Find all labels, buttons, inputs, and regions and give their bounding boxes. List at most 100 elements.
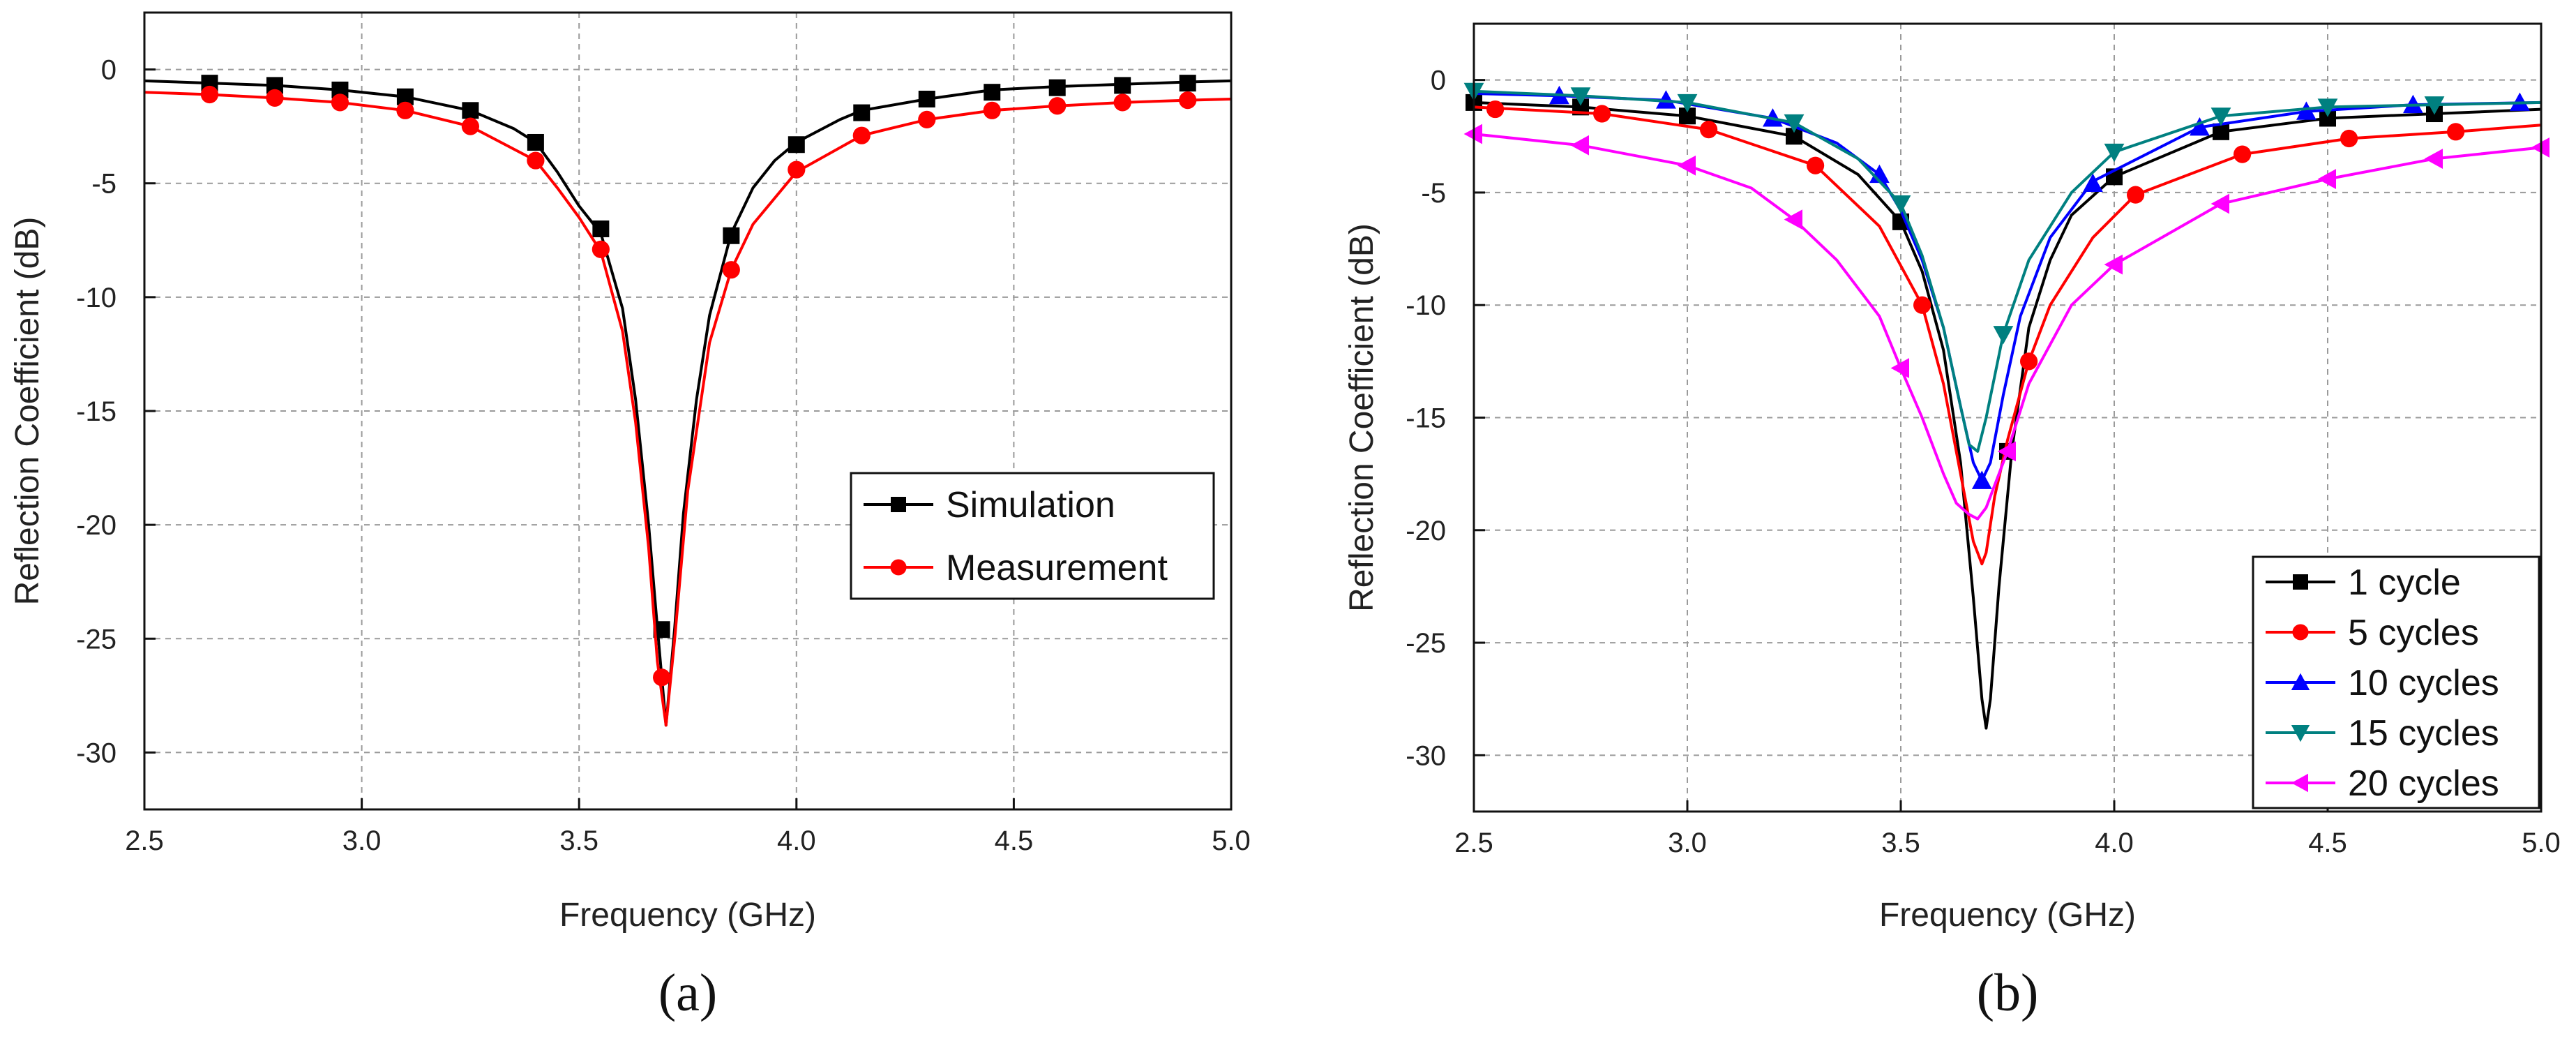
series-b-10-cycles-marker-3: [1869, 164, 1890, 184]
y-tick-label-a-0: 0: [101, 55, 116, 86]
x-tick-label-a-5: 5.0: [1212, 825, 1251, 856]
series-b-15-cycles-marker-2: [1677, 94, 1698, 113]
legend-b: 1 cycle 5 cycles 10 cycles 15 cycles 20 cycl…: [2252, 555, 2540, 809]
series-b-15-cycles: [1463, 82, 2542, 453]
series-a-measurement-marker-6: [592, 240, 610, 258]
series-a-measurement-line: [144, 91, 1232, 727]
series-a-measurement-marker-2: [331, 94, 349, 112]
series-b-20-cycles-marker-5: [1997, 441, 2016, 462]
series-a-measurement-marker-0: [200, 85, 219, 104]
x-tick-label-b-4: 4.5: [2308, 828, 2347, 858]
x-axis-title-a: Frequency (GHz): [559, 897, 816, 934]
chart-panel-a: 2.5 3.0 3.5 4.0 4.5 5.0 0 -5 -10 -15 -20 -25 -30 Freq…: [9, 11, 1251, 1022]
series-a-simulation-marker-3: [396, 88, 414, 105]
series-b-20-cycles-marker-9: [2424, 149, 2443, 169]
x-tick-label-a-3: 4.0: [777, 825, 816, 856]
legend-b-1-cycle-marker-0: [2293, 574, 2308, 590]
series-b-5-cycles-marker-5: [2020, 352, 2038, 371]
series-a-measurement-marker-12: [983, 101, 1001, 119]
series-b-10-cycles-marker-6: [2190, 117, 2210, 136]
series-b-15-cycles-marker-7: [2210, 107, 2231, 126]
series-b-20-cycles-marker-8: [2317, 169, 2336, 189]
series-b-5-cycles-marker-1: [1593, 105, 1611, 123]
chart-panel-b: 2.5 3.0 3.5 4.0 4.5 5.0 0 -5 -10 -15 -20 -25 -30 Freq…: [1343, 22, 2561, 1022]
series-b-15-cycles-marker-1: [1570, 87, 1591, 106]
series-b-20-cycles-marker-7: [2210, 193, 2229, 214]
y-tick-label-a-1: -5: [91, 169, 116, 200]
series-a-simulation-marker-2: [331, 81, 349, 98]
series-b-15-cycles-marker-6: [2104, 143, 2125, 163]
legend-b-15-cycles-marker-0: [2291, 725, 2310, 742]
y-tick-label-b-6: -30: [1406, 740, 1446, 771]
y-tick-label-a-3: -15: [76, 396, 116, 427]
series-b-5-cycles-marker-7: [2234, 145, 2252, 163]
series-b-15-cycles-line: [1473, 89, 2542, 453]
x-tick-label-a-1: 3.0: [342, 825, 382, 856]
series-b-5-cycles-marker-3: [1807, 156, 1825, 174]
series-b-15-cycles-marker-9: [2424, 96, 2445, 115]
series-b-20-cycles-line: [1473, 133, 2542, 521]
legend-b-10-cycles-label: 10 cycles: [2348, 663, 2499, 703]
series-a-measurement-marker-4: [461, 117, 480, 135]
series-b-10-cycles-marker-1: [1656, 90, 1676, 109]
x-tick-label-b-0: 2.5: [1454, 828, 1493, 858]
x-axis-title-b: Frequency (GHz): [1879, 897, 2136, 934]
series-a-measurement-marker-8: [722, 261, 740, 279]
series-b-5-cycles-marker-2: [1700, 121, 1718, 139]
series-b-10-cycles-marker-4: [1971, 470, 1992, 489]
y-tick-label-b-5: -25: [1406, 628, 1446, 659]
x-tick-label-b-1: 3.0: [1668, 828, 1707, 858]
legend-a: Simulation Measurement: [850, 472, 1215, 600]
series-b-5-cycles-marker-6: [2127, 186, 2145, 204]
legend-b-5-cycles-label: 5 cycles: [2348, 613, 2479, 653]
series-b-1-cycle-line: [1473, 100, 2542, 730]
legend-b-5-cycles-marker-0: [2292, 624, 2309, 641]
series-a-measurement-marker-9: [788, 160, 806, 179]
series-a-simulation-marker-11: [918, 90, 935, 107]
series-a-measurement-marker-11: [918, 110, 936, 128]
series-a-simulation-marker-8: [723, 227, 740, 244]
series-a-measurement-marker-3: [396, 101, 414, 119]
series-b-5-cycles-marker-8: [2340, 129, 2358, 148]
series-b-5-cycles: [1473, 100, 2542, 566]
legend-b-1-cycle-label: 1 cycle: [2348, 562, 2461, 603]
legend-a-simulation-label: Simulation: [946, 485, 1115, 525]
series-b-20-cycles-marker-3: [1784, 209, 1802, 230]
y-tick-label-a-6: -30: [76, 738, 116, 768]
y-tick-label-a-4: -20: [76, 510, 116, 541]
series-b-20-cycles-marker-2: [1677, 155, 1696, 176]
y-tick-label-b-2: -10: [1406, 290, 1446, 321]
series-b-20-cycles-marker-1: [1570, 135, 1589, 156]
series-b-20-cycles: [1463, 124, 2549, 521]
series-a-simulation-marker-15: [1179, 75, 1196, 92]
series-a-simulation-marker-5: [527, 133, 544, 151]
series-b-5-cycles-marker-0: [1486, 100, 1505, 119]
series-a-measurement-marker-1: [266, 89, 284, 107]
series-b-15-cycles-marker-3: [1784, 114, 1805, 133]
series-b-10-cycles-line: [1473, 92, 2542, 482]
series-b-20-cycles-marker-6: [2104, 254, 2123, 275]
y-tick-label-a-5: -25: [76, 624, 116, 655]
legend-a-measurement-label: Measurement: [946, 548, 1168, 588]
y-tick-label-b-0: 0: [1431, 66, 1446, 96]
series-a-simulation-marker-4: [462, 102, 479, 119]
series-a-simulation-marker-12: [984, 84, 1001, 101]
series-b-10-cycles: [1473, 85, 2542, 489]
y-tick-label-b-1: -5: [1421, 178, 1446, 209]
x-tick-label-b-5: 5.0: [2522, 828, 2561, 858]
series-a-simulation-marker-6: [592, 220, 610, 237]
series-a-measurement-marker-15: [1179, 91, 1197, 110]
series-a-simulation-marker-14: [1114, 77, 1131, 94]
series-a-measurement-marker-14: [1113, 94, 1131, 112]
series-a-measurement-marker-13: [1048, 97, 1067, 115]
y-tick-label-a-2: -10: [76, 283, 116, 313]
y-tick-label-b-4: -20: [1406, 516, 1446, 546]
series-a-simulation-marker-9: [788, 136, 805, 154]
series-b-15-cycles-marker-8: [2317, 98, 2338, 117]
series-a-measurement-marker-5: [527, 151, 545, 170]
x-tick-label-a-4: 4.5: [995, 825, 1034, 856]
x-tick-label-b-2: 3.5: [1881, 828, 1920, 858]
series-a-simulation: [144, 75, 1232, 727]
caption-a: (a): [658, 964, 717, 1022]
